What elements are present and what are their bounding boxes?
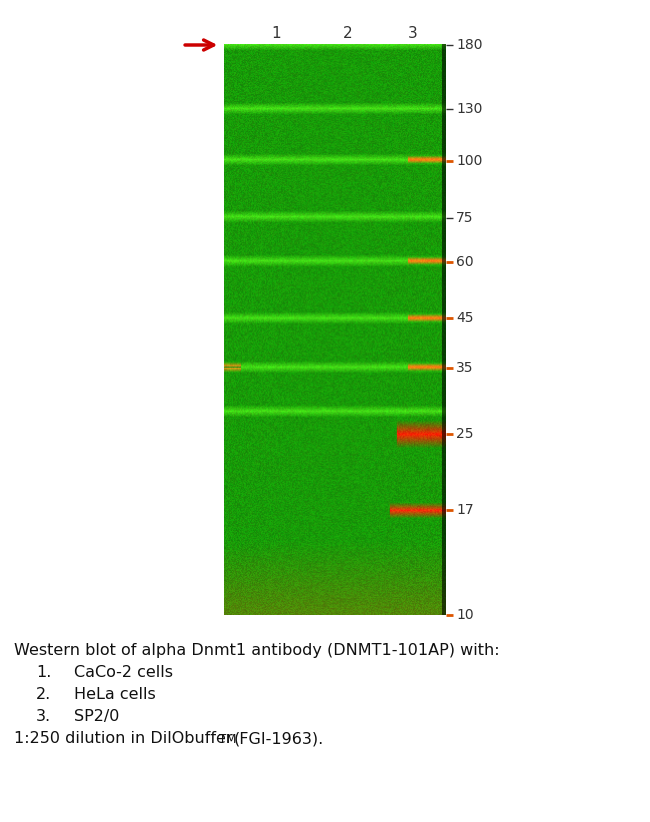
- Text: 1.: 1.: [36, 665, 51, 680]
- Text: 3.: 3.: [36, 709, 51, 724]
- Text: 35: 35: [456, 361, 474, 375]
- Text: 130: 130: [456, 102, 482, 116]
- Text: HeLa cells: HeLa cells: [74, 687, 156, 702]
- Text: 60: 60: [456, 255, 474, 269]
- Text: SP2/0: SP2/0: [74, 709, 120, 724]
- Text: 1: 1: [272, 25, 281, 40]
- Text: 75: 75: [456, 210, 474, 224]
- Text: 10: 10: [456, 608, 474, 622]
- Text: 3: 3: [408, 25, 417, 40]
- Text: 2.: 2.: [36, 687, 51, 702]
- Text: 100: 100: [456, 154, 482, 168]
- Text: Western blot of alpha Dnmt1 antibody (DNMT1-101AP) with:: Western blot of alpha Dnmt1 antibody (DN…: [14, 643, 500, 658]
- Text: 1:250 dilution in DilObuffer: 1:250 dilution in DilObuffer: [14, 731, 233, 746]
- Text: 180: 180: [456, 38, 483, 52]
- Text: 45: 45: [456, 312, 474, 326]
- Text: 2: 2: [343, 25, 352, 40]
- Text: 17: 17: [456, 503, 474, 517]
- Text: CaCo-2 cells: CaCo-2 cells: [74, 665, 173, 680]
- Text: (FGI-1963).: (FGI-1963).: [234, 731, 324, 746]
- Text: TM: TM: [219, 733, 237, 746]
- Text: 25: 25: [456, 427, 474, 441]
